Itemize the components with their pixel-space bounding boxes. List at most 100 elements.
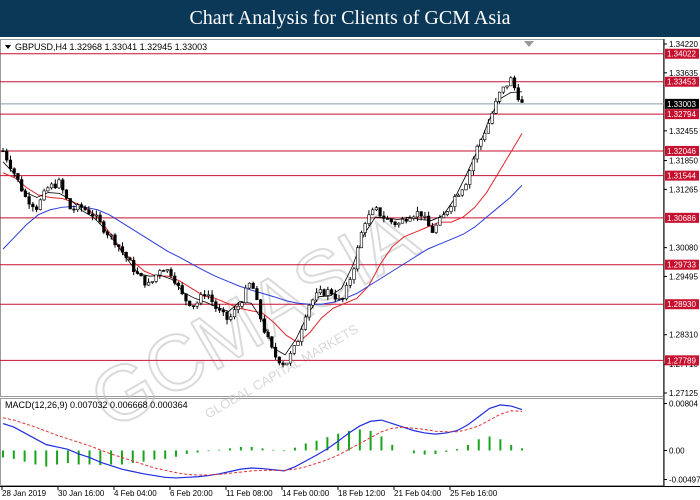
candlesticks bbox=[1, 75, 524, 368]
moving-average-slow bbox=[2, 184, 523, 305]
price-tick-label: 1.31265 bbox=[669, 185, 698, 194]
candle-body bbox=[210, 294, 214, 303]
symbol-header: GBPUSD,H4 1.32968 1.33041 1.32945 1.3300… bbox=[15, 42, 207, 52]
candle-body bbox=[419, 211, 423, 217]
price-tick-label: 1.34220 bbox=[669, 40, 698, 49]
candle-body bbox=[430, 225, 434, 233]
candle-body bbox=[135, 271, 140, 274]
candle-body bbox=[5, 150, 9, 161]
macd-line bbox=[2, 404, 523, 479]
candle-body bbox=[438, 217, 442, 226]
candle-body bbox=[199, 294, 203, 304]
candle-body bbox=[374, 207, 378, 211]
level-label: 1.32794 bbox=[667, 110, 696, 119]
candle-body bbox=[53, 183, 57, 189]
candle-body bbox=[486, 123, 490, 134]
candle-body bbox=[35, 206, 39, 210]
symbol-dropdown-icon[interactable] bbox=[5, 45, 11, 49]
chart-shift-marker bbox=[524, 41, 534, 47]
candle-body bbox=[300, 328, 304, 342]
candle-body bbox=[195, 302, 199, 307]
macd-header: MACD(12,26,9) 0.007032 0.006668 0.000364 bbox=[5, 400, 188, 410]
candle-body bbox=[173, 275, 177, 284]
candle-body bbox=[206, 294, 210, 297]
candle-body bbox=[400, 218, 405, 224]
candle-body bbox=[479, 139, 483, 147]
candle-body bbox=[292, 345, 296, 354]
candle-body bbox=[453, 196, 457, 207]
candle-body bbox=[16, 173, 20, 180]
candle-body bbox=[471, 158, 476, 172]
candle-body bbox=[266, 332, 270, 338]
candle-body bbox=[255, 288, 259, 301]
candle-body bbox=[76, 204, 80, 211]
candle-body bbox=[344, 285, 349, 300]
candle-body bbox=[109, 234, 113, 237]
level-label-bg bbox=[665, 212, 699, 223]
candle-body bbox=[337, 297, 341, 300]
price-tick-label: 1.27125 bbox=[669, 389, 698, 398]
candle-body bbox=[389, 218, 393, 223]
candle-body bbox=[464, 184, 468, 191]
candle-body bbox=[475, 145, 479, 160]
candle-body bbox=[20, 179, 24, 192]
level-price-labels: 1.34022 1.33453 1.32794 1.32046 1.31544 1.306… bbox=[665, 48, 699, 366]
candle-body bbox=[385, 218, 390, 220]
price-tick-label: 1.30080 bbox=[669, 244, 698, 253]
time-axis-labels: 28 Jan 2019 30 Jan 16:00 4 Feb 04:00 6 Feb … bbox=[1, 486, 498, 498]
candle-body bbox=[27, 196, 31, 205]
candle-body bbox=[72, 208, 76, 211]
level-label-bg bbox=[665, 145, 699, 156]
price-tick-label: 1.28310 bbox=[669, 331, 698, 340]
candle-body bbox=[468, 170, 472, 185]
candle-body bbox=[408, 218, 412, 222]
candle-body bbox=[393, 221, 397, 226]
candle-body bbox=[191, 305, 196, 307]
candle-body bbox=[236, 305, 240, 310]
macd-signal-line bbox=[2, 410, 523, 476]
candle-body bbox=[427, 215, 431, 227]
candle-body bbox=[277, 356, 281, 364]
candle-body bbox=[247, 282, 252, 289]
candle-body bbox=[423, 215, 427, 218]
candle-body bbox=[285, 362, 289, 366]
candle-body bbox=[262, 318, 266, 333]
candle-body bbox=[329, 289, 334, 295]
level-label: 1.29733 bbox=[667, 261, 696, 270]
candle-body bbox=[91, 213, 95, 217]
level-label-bg bbox=[665, 109, 699, 120]
candle-body bbox=[501, 86, 505, 93]
candle-body bbox=[1, 150, 5, 153]
candle-body bbox=[23, 190, 28, 197]
current-price-label: 1.33003 bbox=[667, 100, 696, 109]
support-resistance-levels bbox=[0, 53, 664, 361]
candle-body bbox=[161, 270, 166, 272]
candle-body bbox=[83, 207, 87, 211]
level-label-bg bbox=[665, 48, 699, 59]
level-label-bg bbox=[665, 355, 699, 366]
candle-body bbox=[288, 353, 293, 364]
level-label: 1.34022 bbox=[667, 50, 696, 59]
candle-body bbox=[150, 281, 154, 283]
level-label: 1.28930 bbox=[667, 300, 696, 309]
candle-body bbox=[49, 183, 54, 189]
candle-body bbox=[318, 289, 322, 294]
candle-body bbox=[31, 203, 35, 208]
candle-body bbox=[363, 223, 367, 233]
candle-body bbox=[38, 199, 42, 210]
candle-body bbox=[449, 206, 453, 212]
time-tick-label: 18 Feb 12:00 bbox=[338, 489, 386, 498]
candle-body bbox=[117, 244, 121, 247]
candle-body bbox=[244, 287, 248, 304]
candle-body bbox=[326, 289, 330, 296]
time-tick-label: 25 Feb 16:00 bbox=[450, 489, 498, 498]
candle-body bbox=[158, 270, 162, 276]
candle-body bbox=[165, 269, 169, 272]
candle-body bbox=[520, 99, 524, 103]
watermark: GCMASIA GLOBAL CAPITAL MARKETS bbox=[75, 189, 433, 447]
candle-body bbox=[371, 209, 375, 216]
candle-body bbox=[445, 211, 449, 216]
candle-body bbox=[359, 232, 364, 249]
time-tick-label: 11 Feb 08:00 bbox=[226, 489, 273, 498]
